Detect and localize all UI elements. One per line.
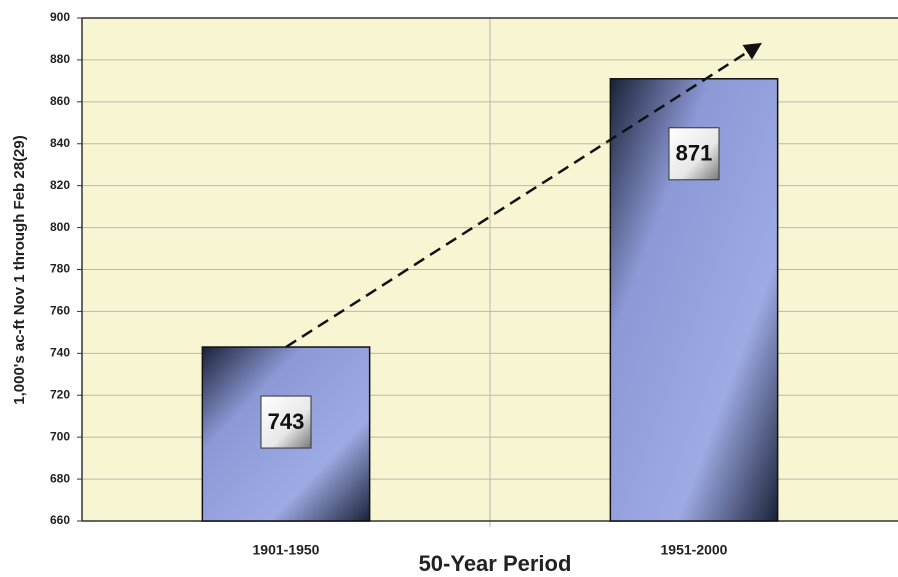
y-tick-label: 700 xyxy=(50,429,70,443)
y-tick-label: 900 xyxy=(50,10,70,24)
y-tick-label: 840 xyxy=(50,136,70,150)
y-tick-label: 860 xyxy=(50,94,70,108)
value-label: 743 xyxy=(268,409,305,434)
y-tick-label: 780 xyxy=(50,262,70,276)
y-tick-label: 680 xyxy=(50,471,70,485)
y-tick-label: 660 xyxy=(50,513,70,527)
y-tick-label: 760 xyxy=(50,304,70,318)
value-label-box xyxy=(668,127,720,181)
y-tick-label: 740 xyxy=(50,346,70,360)
value-label: 871 xyxy=(676,141,713,166)
y-axis-label: 1,000's ac-ft Nov 1 through Feb 28(29) xyxy=(11,135,28,404)
value-label-box xyxy=(260,395,312,449)
x-tick-label: 1951-2000 xyxy=(661,542,728,558)
y-tick-label: 800 xyxy=(50,220,70,234)
y-tick-label: 720 xyxy=(50,387,70,401)
x-axis-label: 50-Year Period xyxy=(419,551,572,576)
y-tick-label: 880 xyxy=(50,52,70,66)
x-tick-label: 1901-1950 xyxy=(253,542,320,558)
trend-arrow xyxy=(285,42,762,349)
y-tick-label: 820 xyxy=(50,178,70,192)
